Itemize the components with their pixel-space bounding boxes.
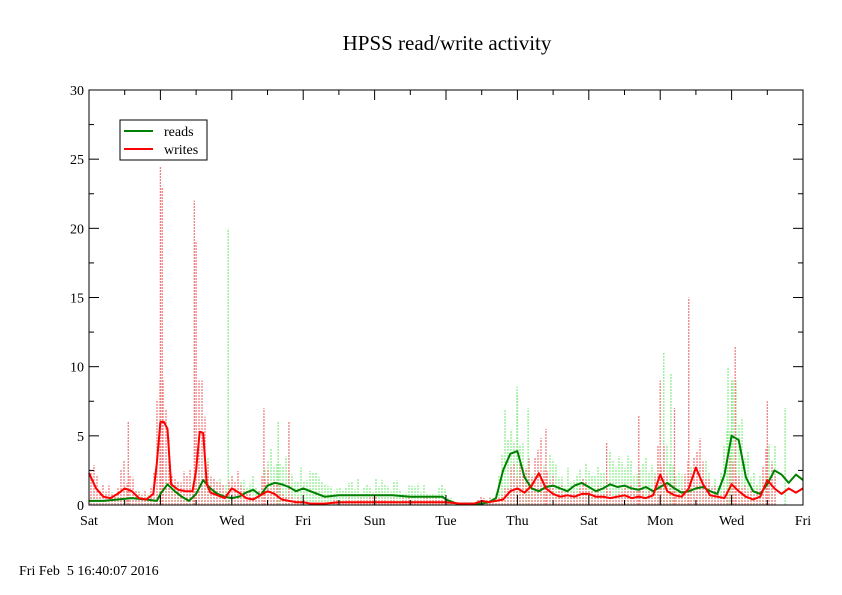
raw-writes: [90, 166, 776, 505]
raw-activity-layer: [90, 166, 786, 505]
series-line-writes: [88, 421, 804, 505]
y-tick-label: 5: [77, 430, 84, 445]
series-line-reads: [89, 434, 804, 505]
x-tick-label: Mon: [147, 514, 173, 529]
y-tick-label: 20: [70, 222, 84, 237]
legend-box: [119, 119, 208, 161]
timestamp-footer: Fri Feb 5 16:40:07 2016: [19, 564, 159, 579]
legend-label-writes: writes: [164, 143, 198, 158]
x-tick-label: Wed: [719, 514, 744, 529]
x-tick-label: Fri: [795, 514, 811, 529]
y-tick-label: 15: [70, 292, 84, 307]
x-tick-label: Tue: [435, 514, 456, 529]
x-tick-label: Mon: [647, 514, 673, 529]
x-tick-label: Thu: [506, 514, 529, 529]
x-tick-label: Sat: [80, 514, 98, 529]
y-tick-label: 0: [77, 499, 84, 514]
legend: reads writes: [119, 119, 208, 161]
series-lines: [88, 421, 804, 505]
x-tick-label: Wed: [219, 514, 244, 529]
y-tick-label: 30: [70, 84, 84, 99]
x-tick-label: Sat: [580, 514, 598, 529]
y-tick-label: 10: [70, 361, 84, 376]
axis-ticks: 0 5 10 15 20 25 30 Sat Mon Wed Fri Sun Tue Thu Sat Mon W…: [70, 84, 811, 529]
chart-title: HPSS read/write activity: [343, 31, 552, 55]
y-tick-label: 25: [70, 153, 84, 168]
x-tick-label: Sun: [364, 514, 386, 529]
raw-reads: [90, 228, 786, 505]
x-tick-label: Fri: [295, 514, 311, 529]
legend-label-reads: reads: [164, 125, 194, 140]
